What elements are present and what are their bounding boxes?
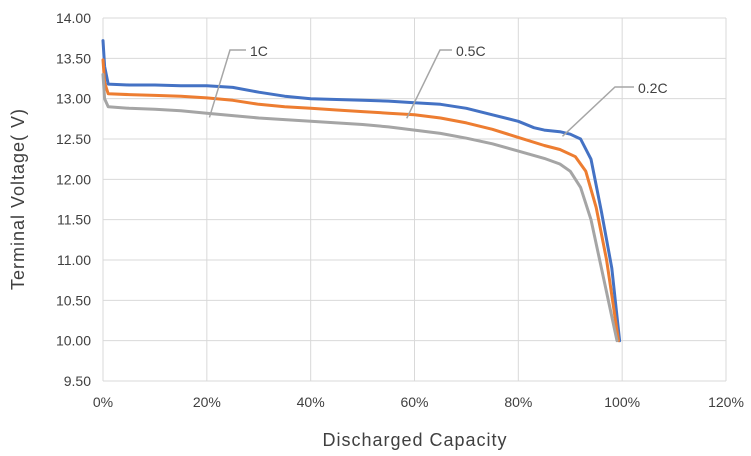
y-tick-label: 10.00 <box>56 333 91 349</box>
annotation-leader <box>406 49 452 119</box>
y-tick-label: 13.00 <box>56 91 91 107</box>
x-tick-label: 80% <box>504 394 532 410</box>
y-tick-label: 11.50 <box>57 212 91 228</box>
tick-layer: 9.50 10.00 10.50 11.00 11.50 12.00 12.50 13.00 1… <box>56 10 744 410</box>
series-line-1C <box>101 73 619 343</box>
x-tick-label: 0% <box>93 394 113 410</box>
series-label: 1C <box>250 43 268 59</box>
series-line-0-2C <box>101 39 622 343</box>
x-tick-label: 40% <box>297 394 325 410</box>
annotation-leader <box>208 49 246 118</box>
series-label: 0.5C <box>456 43 486 59</box>
x-tick-label: 60% <box>400 394 428 410</box>
x-tick-label: 120% <box>708 394 744 410</box>
x-tick-label: 20% <box>193 394 221 410</box>
annotation-layer: 1C 0.5C 0.2C <box>208 43 668 137</box>
y-tick-label: 13.50 <box>56 50 91 66</box>
x-axis-title: Discharged Capacity <box>322 430 507 450</box>
y-tick-label: 14.00 <box>56 10 91 26</box>
annotation-leader <box>561 86 634 137</box>
series-layer <box>101 39 622 343</box>
y-axis-title: Terminal Voltage( V) <box>8 108 28 290</box>
grid-layer <box>102 17 727 382</box>
series-line-0-5C <box>101 58 620 343</box>
y-tick-label: 11.00 <box>57 252 91 268</box>
y-tick-label: 9.50 <box>64 373 91 389</box>
y-tick-label: 12.00 <box>56 171 91 187</box>
x-tick-label: 100% <box>604 394 640 410</box>
y-tick-label: 12.50 <box>56 131 91 147</box>
series-label: 0.2C <box>638 80 668 96</box>
y-tick-label: 10.50 <box>56 292 91 308</box>
